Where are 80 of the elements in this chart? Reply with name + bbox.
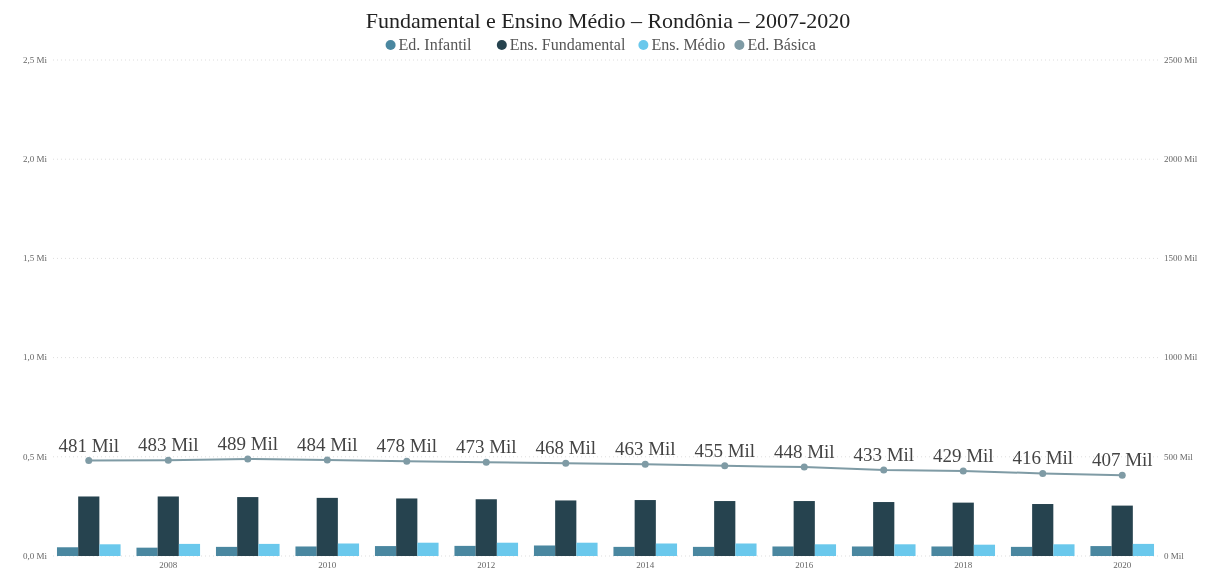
y-tick-label: 0,0 Mi (22, 550, 48, 561)
data-label: 407 Mil (1091, 449, 1153, 471)
bar (178, 543, 201, 556)
data-label: 416 Mil (1012, 447, 1074, 469)
data-label: 484 Mil (296, 433, 358, 455)
bar (99, 544, 121, 556)
data-label: 433 Mil (853, 444, 915, 466)
y-tick-label: 1,5 Mi (22, 253, 48, 264)
data-label: 473 Mil (455, 436, 517, 458)
legend-label: Ed. Infantil (398, 36, 473, 53)
x-tick-label: 2012 (477, 560, 496, 570)
x-tick-label: 2016 (795, 560, 814, 570)
bar (157, 496, 179, 556)
bar (873, 502, 895, 556)
bar (136, 547, 158, 556)
data-label: 429 Mil (932, 444, 994, 466)
y2-tick-label: 500 Mil (1164, 451, 1194, 462)
bar (894, 544, 916, 556)
bar (374, 546, 397, 556)
bar (692, 546, 715, 556)
bar (316, 497, 338, 556)
legend-label: Ens. Médio (651, 36, 726, 53)
x-tick-label: 2018 (954, 560, 973, 570)
legend-label: Ed. Básica (747, 36, 816, 53)
bar (655, 543, 678, 556)
bar (1032, 504, 1054, 556)
bar (258, 543, 280, 556)
y2-tick-label: 2000 Mil (1164, 154, 1198, 165)
bar (555, 500, 577, 556)
y2-tick-label: 0 Mil (1164, 550, 1185, 561)
bar (735, 543, 757, 556)
y-tick-label: 2,0 Mi (22, 154, 48, 165)
bar (295, 546, 317, 556)
data-label: 463 Mil (614, 438, 676, 460)
bar (56, 547, 79, 556)
bar (814, 544, 837, 556)
y2-tick-label: 1000 Mil (1164, 352, 1198, 363)
bar (952, 502, 974, 556)
data-label: 468 Mil (535, 437, 597, 459)
bar (1010, 546, 1033, 556)
x-tick-label: 2020 (1113, 560, 1132, 570)
bar (337, 543, 360, 556)
bar (396, 498, 418, 556)
data-label: 483 Mil (137, 434, 199, 456)
legend-label: Ens. Fundamental (509, 36, 626, 53)
bar (851, 546, 874, 556)
y2-tick-label: 1500 Mil (1164, 253, 1198, 264)
bar (454, 545, 476, 556)
bar (475, 499, 497, 556)
data-label: 455 Mil (694, 439, 756, 461)
x-tick-label: 2008 (159, 560, 178, 570)
bar (533, 545, 556, 556)
bar (496, 542, 519, 556)
bar (1111, 505, 1133, 556)
bar (772, 546, 794, 556)
bar (793, 501, 815, 556)
chart-title: Fundamental e Ensino Médio – Rondônia – 2007-2020 (365, 8, 851, 33)
bar (576, 542, 598, 556)
bar (931, 546, 953, 556)
data-label: 481 Mil (58, 434, 120, 456)
y-tick-label: 2,5 Mi (22, 54, 48, 65)
bar (1090, 546, 1112, 556)
bar (973, 544, 996, 556)
y2-tick-label: 2500 Mil (1164, 54, 1198, 65)
data-label: 489 Mil (217, 432, 279, 454)
x-tick-label: 2010 (318, 560, 337, 570)
bar (417, 542, 439, 556)
bar (613, 546, 635, 556)
x-tick-label: 2014 (636, 560, 655, 570)
bar (1053, 544, 1075, 556)
data-label: 448 Mil (773, 441, 835, 463)
bar (237, 497, 259, 556)
bar (78, 496, 100, 556)
data-label: 478 Mil (376, 435, 438, 457)
bar (634, 500, 656, 556)
y-tick-label: 1,0 Mi (22, 352, 48, 363)
bar (1132, 543, 1155, 556)
bar (215, 546, 238, 556)
bar (714, 501, 736, 556)
y-tick-label: 0,5 Mi (22, 451, 48, 462)
